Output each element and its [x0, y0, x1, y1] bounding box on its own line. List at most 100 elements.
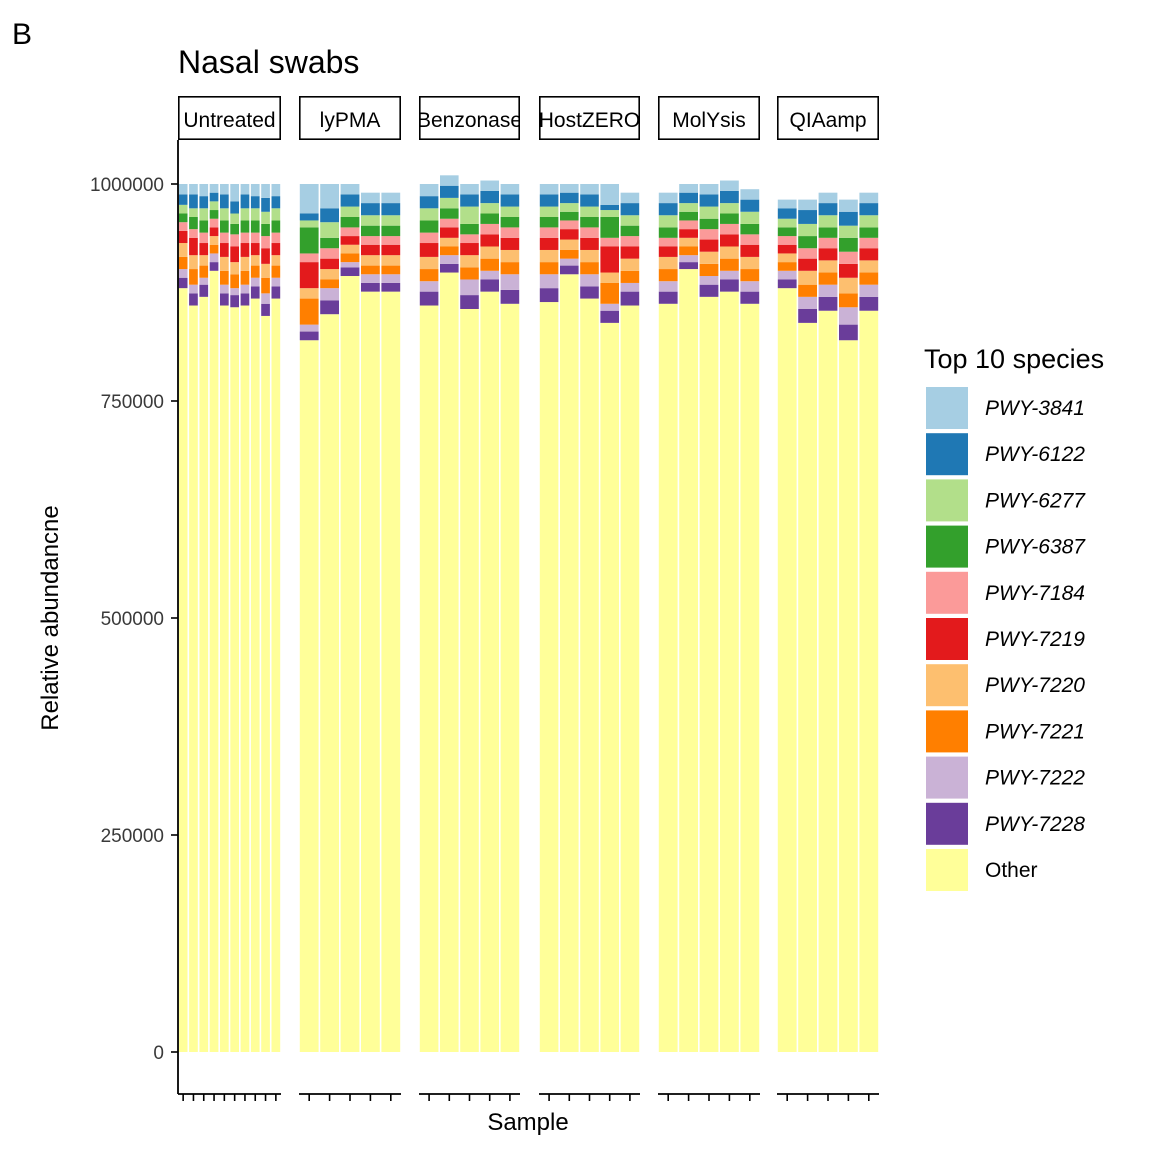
bar-segment: [199, 243, 209, 256]
bar-segment: [740, 234, 760, 245]
bar-segment: [230, 184, 239, 202]
bar-segment: [560, 220, 579, 230]
bar-segment: [460, 255, 479, 268]
bar-segment: [361, 215, 380, 226]
bar-segment: [209, 227, 219, 237]
bar-segment: [230, 307, 239, 1052]
bar-segment: [261, 197, 270, 212]
bar-segment: [320, 248, 339, 259]
bar-segment: [859, 215, 879, 228]
bar-segment: [460, 267, 479, 280]
bar-segment: [320, 300, 339, 315]
bar-segment: [480, 279, 499, 292]
bar-segment: [240, 184, 250, 195]
bar-segment: [178, 230, 188, 244]
legend-key: [926, 525, 968, 568]
bar-segment: [250, 255, 260, 266]
bar-segment: [250, 220, 260, 233]
bar-segment: [189, 229, 198, 238]
bar-segment: [460, 223, 479, 235]
bar-segment: [320, 269, 339, 280]
bar-segment: [209, 253, 219, 263]
bar-segment: [460, 234, 479, 244]
bar-segment: [189, 237, 198, 256]
bar-segment: [199, 208, 209, 221]
bar-segment: [839, 263, 858, 278]
bar-segment: [560, 249, 579, 259]
legend-key: [926, 710, 968, 753]
bar-segment: [240, 284, 250, 294]
bar-segment: [658, 269, 678, 282]
bar-segment: [500, 249, 520, 263]
bar-segment: [381, 236, 401, 245]
bar-segment: [320, 184, 339, 209]
bar-segment: [271, 277, 281, 287]
bar-segment: [250, 232, 260, 244]
legend-label: PWY-6122: [985, 443, 1085, 466]
bar-segment: [230, 246, 239, 263]
bar-segment: [539, 227, 559, 238]
bar-segment: [178, 256, 188, 270]
bar-segment: [240, 232, 250, 244]
bar-segment: [480, 213, 499, 224]
bar-segment: [539, 262, 559, 275]
bar-segment: [261, 277, 270, 294]
bar-segment: [539, 237, 559, 250]
bar-segment: [240, 208, 250, 221]
bar-segment: [699, 194, 719, 207]
bar-segment: [361, 244, 380, 256]
bar-segment: [320, 208, 339, 223]
bar-segment: [480, 190, 499, 204]
bar-segment: [720, 234, 739, 247]
bar-segment: [740, 211, 760, 224]
bar-segment: [261, 184, 270, 198]
bar-segment: [440, 246, 459, 256]
facet-strip-label: MolYsis: [672, 109, 746, 132]
bar-segment: [580, 298, 599, 1053]
bar-segment: [839, 237, 858, 252]
bar-segment: [500, 184, 520, 195]
bar-segment: [419, 208, 439, 221]
bar-segment: [580, 249, 599, 263]
bar-segment: [620, 225, 640, 237]
bar-segment: [189, 216, 198, 230]
bar-segment: [798, 270, 817, 285]
bar-segment: [839, 293, 858, 308]
bar-segment: [361, 291, 380, 1052]
bar-segment: [261, 315, 270, 1052]
bar-segment: [580, 286, 599, 299]
bar-segment: [720, 258, 739, 271]
bar-segment: [361, 282, 380, 292]
facet-strip-label: QIAamp: [789, 109, 866, 132]
bar-segment: [740, 281, 760, 292]
bar-segment: [500, 262, 520, 275]
legend-label: PWY-7184: [985, 582, 1085, 605]
bar-segment: [777, 270, 797, 280]
bar-segment: [600, 210, 619, 217]
bar-segment: [839, 324, 858, 341]
bar-segment: [240, 305, 250, 1052]
bar-segment: [500, 216, 520, 228]
bar-segment: [320, 288, 339, 301]
bar-segment: [340, 206, 360, 217]
bar-segment: [560, 211, 579, 221]
bar-segment: [818, 284, 838, 297]
bar-segment: [679, 220, 698, 230]
bar-segment: [271, 243, 281, 256]
bar-segment: [381, 255, 401, 266]
bar-segment: [839, 277, 858, 294]
bar-segment: [480, 203, 499, 214]
bar-segment: [740, 189, 760, 200]
bar-segment: [381, 274, 401, 283]
facet-strip: [776, 96, 879, 141]
bar-segment: [818, 227, 838, 238]
bar-segment: [720, 190, 739, 204]
bar-segment: [658, 237, 678, 247]
bar-segment: [720, 270, 739, 280]
bar-segment: [620, 246, 640, 259]
legend-label: PWY-6277: [985, 489, 1086, 512]
bar-segment: [209, 210, 219, 219]
bar-segment: [679, 262, 698, 270]
x-axis-title: Sample: [487, 1109, 568, 1136]
bar-segment: [560, 184, 579, 193]
